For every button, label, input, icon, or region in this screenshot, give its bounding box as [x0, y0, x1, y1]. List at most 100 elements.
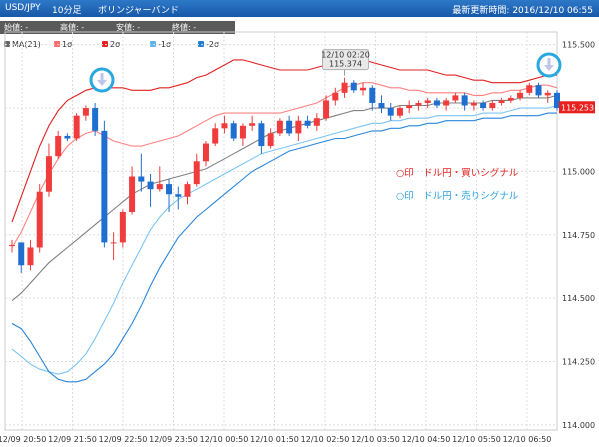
- last-price-value: 115.253: [561, 103, 594, 112]
- plot-border: [4, 31, 558, 431]
- y-tick-label: 114.500: [562, 294, 595, 303]
- x-tick-label: 12/09 23:50: [149, 435, 198, 444]
- candle-down: [147, 181, 154, 190]
- candle-down: [138, 176, 145, 182]
- candle-up: [489, 102, 496, 109]
- sell-signal-text: ○印 ドル円・売りシグナル: [396, 190, 519, 202]
- candle-up: [267, 133, 274, 147]
- candles: [9, 77, 560, 273]
- candle-down: [166, 184, 173, 195]
- x-tick-label: 12/09 21:50: [48, 435, 97, 444]
- legend-item-minus-2sigma: -2σ: [198, 40, 219, 49]
- band-lower-2sigma: [11, 112, 557, 383]
- candle-up: [498, 100, 505, 103]
- candle-down: [175, 194, 182, 197]
- legend-swatch-1sigma: [54, 41, 60, 47]
- candle-up: [341, 82, 348, 93]
- candle-up: [443, 100, 450, 106]
- legend-swatch-2sigma: [102, 41, 108, 47]
- candle-up: [73, 115, 80, 139]
- x-tick-label: 12/10 01:50: [250, 435, 299, 444]
- candle-down: [258, 123, 265, 147]
- candle-up: [470, 102, 477, 106]
- candle-up: [517, 92, 524, 98]
- candle-up: [184, 184, 191, 197]
- buy-signal-text: ○印 ドル円・買いシグナル: [396, 167, 519, 179]
- sell-signal-circle-1-arrow-shaft: [100, 73, 104, 80]
- sell-signal-circle-2-arrow-shaft: [547, 58, 551, 65]
- candle-up: [156, 184, 163, 190]
- interval-label: 10分足: [52, 6, 82, 16]
- candle-up: [323, 100, 330, 119]
- chart-header: USD/JPY 10分足 ボリンジャーバンド 最新更新時間: 2016/12/1…: [0, 0, 599, 17]
- candle-down: [433, 100, 440, 106]
- candle-down: [304, 120, 311, 126]
- candle-down: [64, 135, 71, 139]
- candle-down: [554, 92, 560, 109]
- x-tick-label: 12/09 20:50: [0, 435, 46, 444]
- axes: 115.500115.250115.000114.750114.500114.2…: [0, 41, 595, 444]
- candle-down: [230, 123, 237, 139]
- candle-up: [295, 120, 302, 134]
- candle-up: [45, 156, 52, 192]
- x-tick-label: 12/10 00:50: [200, 435, 249, 444]
- candle-up: [507, 97, 514, 101]
- candle-up: [212, 128, 219, 144]
- x-tick-label: 12/10 02:50: [301, 435, 350, 444]
- candle-down: [101, 130, 108, 243]
- indicator-label: ボリンジャーバンド: [98, 6, 179, 16]
- candle-up: [249, 123, 256, 126]
- ohlc-panel: 始値: - 高値: - 安値: - 終値: -: [0, 21, 235, 34]
- candle-up: [313, 118, 320, 126]
- candle-up: [360, 87, 367, 91]
- high-value: 高値: -: [60, 23, 85, 32]
- legend-item-2sigma: 2σ: [102, 40, 120, 49]
- candle-down: [480, 102, 487, 109]
- x-tick-label: 12/10 03:50: [351, 435, 400, 444]
- band-upper-1sigma: [11, 82, 558, 248]
- legend-item-minus-1sigma: -1σ: [150, 40, 171, 49]
- candle-up: [193, 161, 200, 185]
- legend-swatch-minus-1sigma: [150, 41, 156, 47]
- low-value: 安値: -: [116, 23, 141, 32]
- y-tick-label: 114.000: [562, 421, 595, 430]
- candle-up: [332, 92, 339, 101]
- close-value: 終値: -: [172, 23, 197, 32]
- candle-down: [350, 82, 357, 91]
- candle-up: [452, 95, 459, 101]
- y-tick-label: 114.750: [562, 231, 595, 240]
- candle-up: [36, 191, 43, 248]
- candle-down: [535, 85, 542, 96]
- candle-down: [92, 108, 99, 131]
- candle-up: [129, 176, 136, 212]
- candle-up: [55, 135, 62, 157]
- y-tick-label: 114.250: [562, 358, 595, 367]
- candle-up: [9, 244, 15, 246]
- candle-up: [82, 108, 89, 116]
- sell-signal-circle-2-arrow-icon: [544, 65, 554, 71]
- candle-up: [202, 143, 209, 162]
- candle-up: [396, 108, 403, 116]
- x-tick-label: 12/10 05:50: [452, 435, 501, 444]
- candle-up: [276, 120, 283, 134]
- x-tick-label: 12/10 06:50: [503, 435, 552, 444]
- legend-item-1sigma: 1σ: [54, 40, 72, 49]
- currency-pair: USD/JPY: [5, 3, 41, 13]
- candle-down: [18, 242, 25, 266]
- candle-up: [27, 247, 34, 266]
- legend-swatch-minus-2sigma: [198, 41, 204, 47]
- candle-down: [387, 108, 394, 116]
- y-tick-label: 115.500: [562, 41, 595, 50]
- candle-down: [286, 120, 293, 134]
- legend-swatch-ma: [4, 41, 10, 47]
- candle-up: [415, 102, 422, 106]
- x-tick-label: 12/09 22:50: [99, 435, 148, 444]
- open-value: 始値: -: [4, 23, 29, 32]
- tooltip-value: 115.374: [329, 60, 362, 69]
- candle-down: [378, 102, 385, 109]
- tooltip-time: 12/10 02:20: [321, 51, 370, 60]
- candle-down: [369, 87, 376, 103]
- candle-up: [239, 125, 246, 139]
